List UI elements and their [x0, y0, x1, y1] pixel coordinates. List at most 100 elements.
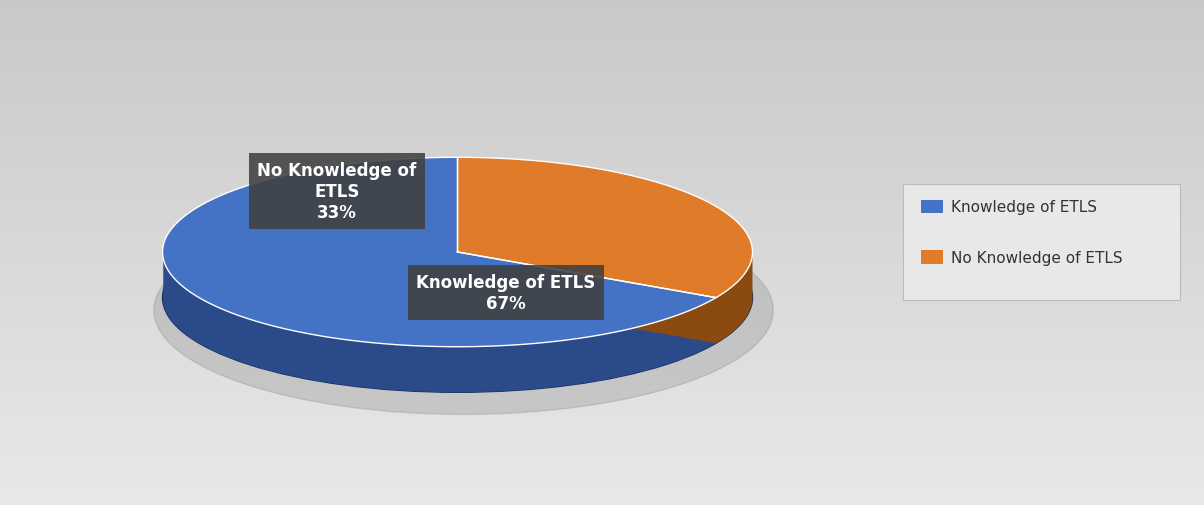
Bar: [0, 76, 1204, 81]
Bar: [0, 268, 1204, 273]
Bar: [0, 81, 1204, 86]
Bar: [0, 278, 1204, 283]
Bar: [0, 197, 1204, 202]
Bar: [0, 91, 1204, 96]
Bar: [0, 116, 1204, 121]
Bar: [0, 237, 1204, 242]
Bar: [0, 61, 1204, 66]
Bar: [0, 394, 1204, 399]
Bar: [0, 303, 1204, 308]
Text: Knowledge of ETLS
67%: Knowledge of ETLS 67%: [417, 274, 595, 312]
Bar: [0, 152, 1204, 157]
Bar: [0, 495, 1204, 500]
Bar: [0, 45, 1204, 50]
Bar: [0, 258, 1204, 263]
Bar: [0, 40, 1204, 45]
Bar: [0, 313, 1204, 318]
Bar: [0, 25, 1204, 30]
Bar: [0, 374, 1204, 379]
Bar: [0, 157, 1204, 162]
Bar: [0, 434, 1204, 439]
Polygon shape: [458, 158, 752, 298]
Bar: [0, 252, 1204, 258]
Bar: [0, 419, 1204, 424]
Bar: [0, 207, 1204, 212]
Bar: [0, 328, 1204, 333]
Bar: [0, 56, 1204, 61]
Bar: [0, 490, 1204, 495]
Bar: [0, 424, 1204, 429]
Bar: [0, 485, 1204, 490]
Polygon shape: [164, 259, 716, 392]
Bar: [0, 308, 1204, 313]
Bar: [0, 15, 1204, 20]
Bar: [0, 273, 1204, 278]
Bar: [0, 263, 1204, 268]
Bar: [0, 146, 1204, 152]
Bar: [0, 126, 1204, 131]
Bar: [0, 162, 1204, 167]
Ellipse shape: [163, 204, 752, 392]
Bar: [0, 399, 1204, 404]
Bar: [0, 293, 1204, 298]
Bar: [0, 141, 1204, 146]
Bar: [0, 101, 1204, 106]
Bar: [0, 475, 1204, 480]
Bar: [0, 172, 1204, 177]
Bar: [0, 66, 1204, 71]
Bar: [0, 444, 1204, 449]
Bar: [0, 30, 1204, 35]
Bar: [0, 414, 1204, 419]
Bar: [0, 409, 1204, 414]
Bar: [0, 0, 1204, 5]
Bar: [0, 429, 1204, 434]
Polygon shape: [458, 252, 716, 343]
Bar: [0, 480, 1204, 485]
Bar: [0, 227, 1204, 232]
Bar: [0, 192, 1204, 197]
FancyBboxPatch shape: [903, 184, 1180, 300]
Bar: [0, 500, 1204, 505]
Bar: [0, 217, 1204, 222]
Bar: [0, 460, 1204, 465]
Bar: [0, 283, 1204, 288]
Bar: [0, 177, 1204, 182]
Bar: [0, 298, 1204, 303]
Bar: [0, 222, 1204, 227]
Text: Knowledge of ETLS: Knowledge of ETLS: [951, 199, 1097, 215]
Bar: [0, 167, 1204, 172]
Bar: [0, 136, 1204, 141]
Bar: [0, 20, 1204, 25]
Bar: [0, 384, 1204, 389]
Bar: [0, 202, 1204, 207]
Bar: [0, 318, 1204, 323]
Polygon shape: [163, 158, 716, 347]
Bar: [0, 338, 1204, 343]
Bar: [0, 354, 1204, 359]
Bar: [0, 449, 1204, 454]
FancyBboxPatch shape: [921, 251, 943, 264]
Bar: [0, 439, 1204, 444]
Bar: [0, 389, 1204, 394]
Bar: [0, 364, 1204, 369]
Bar: [0, 288, 1204, 293]
Bar: [0, 10, 1204, 15]
Bar: [0, 131, 1204, 136]
FancyBboxPatch shape: [921, 200, 943, 214]
Bar: [0, 35, 1204, 40]
Bar: [0, 111, 1204, 116]
Bar: [0, 232, 1204, 237]
Bar: [0, 369, 1204, 374]
Bar: [0, 465, 1204, 470]
Bar: [0, 333, 1204, 338]
Bar: [0, 187, 1204, 192]
Bar: [0, 5, 1204, 10]
Bar: [0, 379, 1204, 384]
Ellipse shape: [154, 207, 773, 415]
Bar: [0, 247, 1204, 252]
Bar: [0, 50, 1204, 56]
Bar: [0, 242, 1204, 247]
Bar: [0, 404, 1204, 409]
Bar: [0, 86, 1204, 91]
Polygon shape: [716, 254, 752, 343]
